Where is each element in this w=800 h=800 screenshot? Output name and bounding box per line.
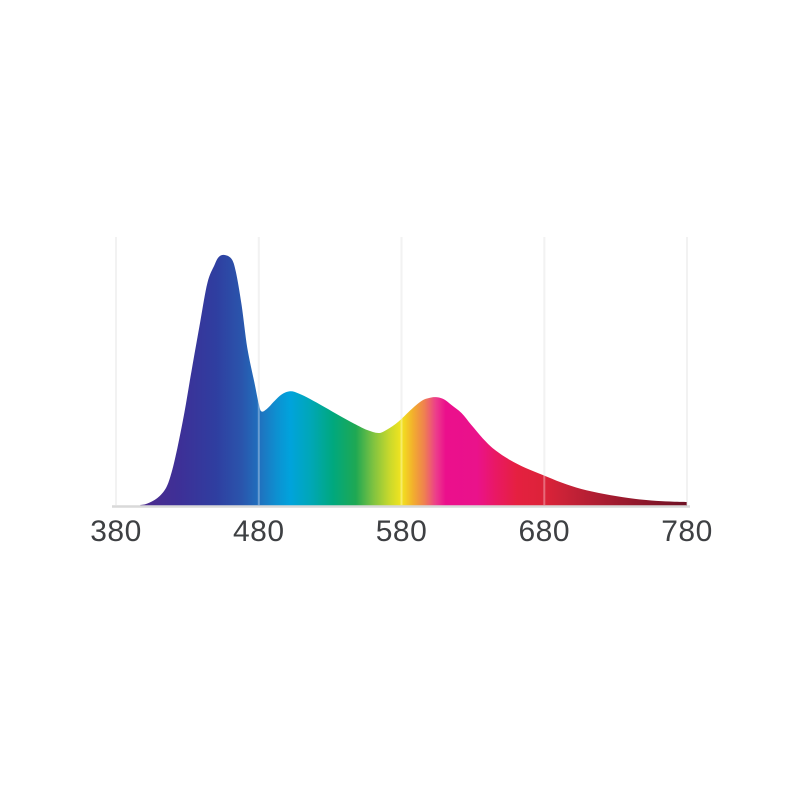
gridlines-overlay [115, 237, 688, 505]
spectrum-area [140, 254, 688, 506]
